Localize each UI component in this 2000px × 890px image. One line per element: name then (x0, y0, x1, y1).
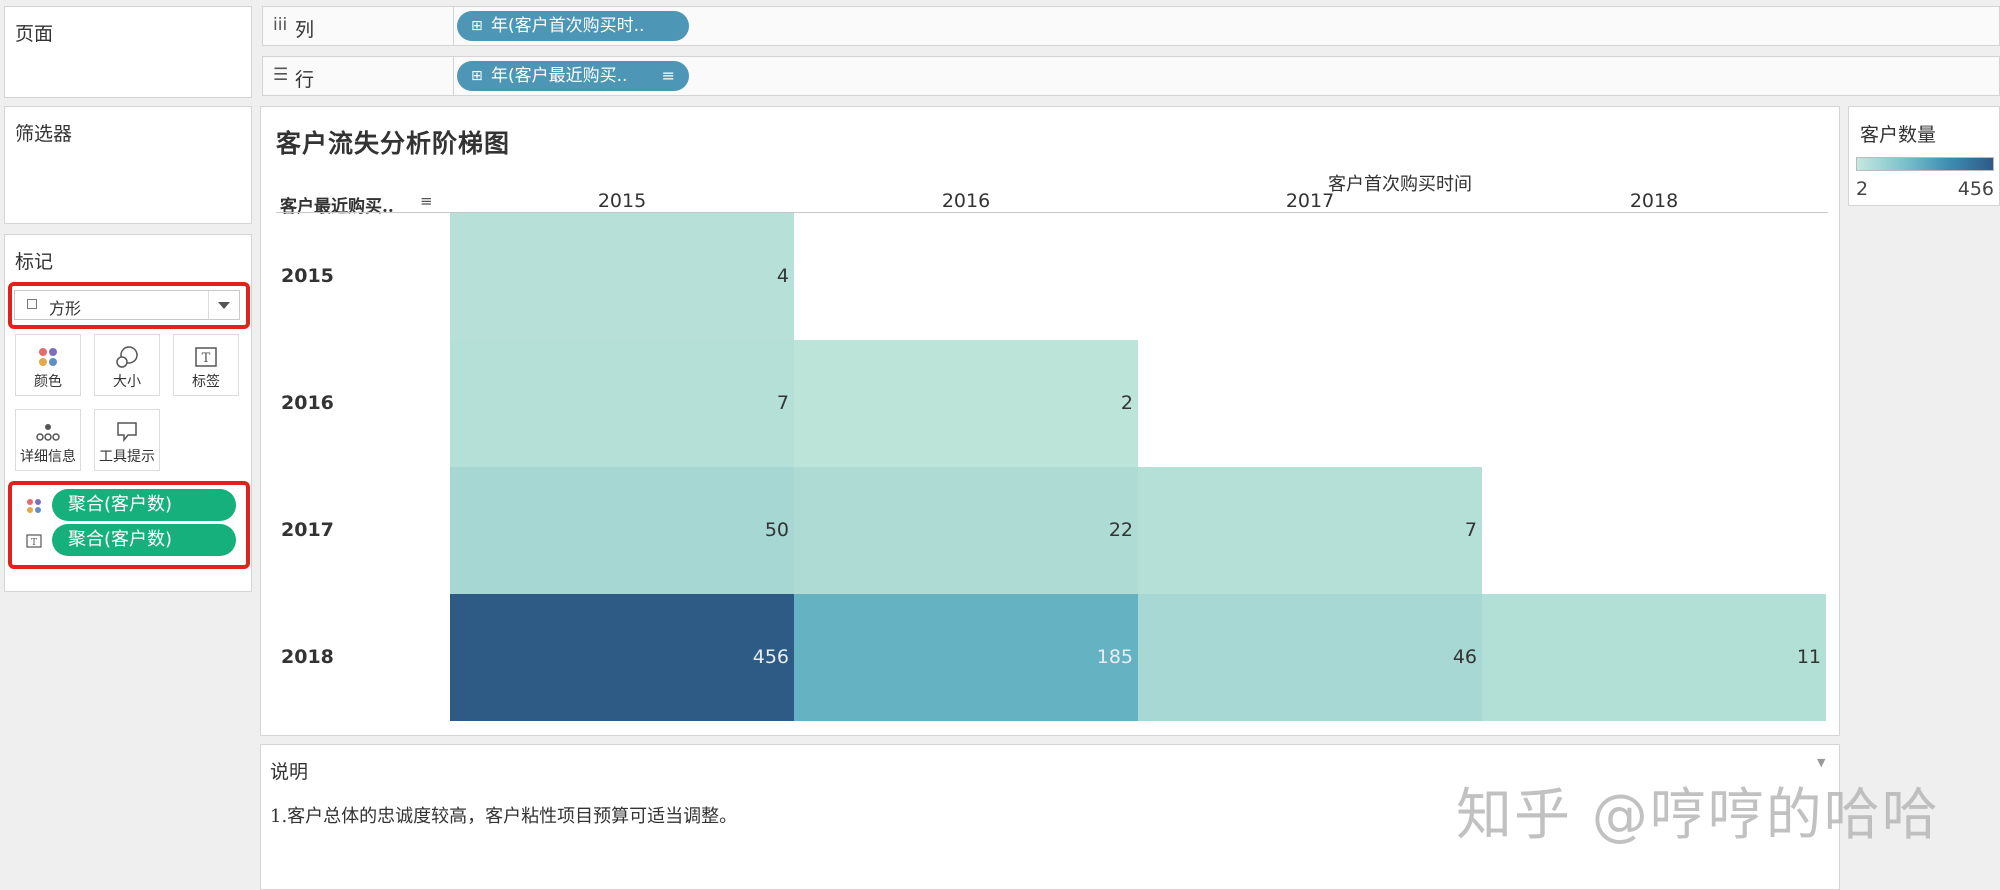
mark-type-dropdown[interactable]: 方形 (14, 290, 240, 320)
shelf-divider (453, 7, 454, 45)
filters-panel: 筛选器 (4, 106, 252, 224)
detail-button-label: 详细信息 (20, 449, 76, 465)
tooltip-button[interactable]: 工具提示 (94, 409, 160, 471)
columns-pill[interactable]: ⊞ 年(客户首次购买时.. (457, 11, 689, 41)
row-label: 2017 (281, 519, 334, 541)
column-label: 2015 (597, 190, 647, 212)
color-field-pill[interactable]: 聚合(客户数) (52, 489, 236, 521)
heatmap-cell[interactable]: 7 (1138, 467, 1482, 594)
chevron-down-icon[interactable]: ▼ (1817, 756, 1826, 769)
tooltip-button-label: 工具提示 (99, 449, 155, 465)
caption-title: 说明 (270, 761, 309, 783)
color-icon (26, 498, 42, 518)
heatmap-cell[interactable]: 2 (794, 340, 1138, 467)
size-button[interactable]: 大小 (94, 334, 160, 396)
cell-value: 7 (776, 392, 789, 414)
columns-label: 列 (295, 19, 315, 41)
columns-shelf[interactable]: iii 列 ⊞ 年(客户首次购买时.. (262, 6, 2000, 46)
chevron-down-icon[interactable] (208, 291, 239, 319)
mark-type-label: 方形 (49, 299, 82, 318)
heatmap-cell[interactable]: 7 (450, 340, 794, 467)
size-icon (95, 345, 159, 369)
pages-panel: 页面 (4, 6, 252, 98)
rows-shelf[interactable]: ☰ 行 ⊞ 年(客户最近购买.. ≡ (262, 56, 2000, 96)
color-button-label: 颜色 (34, 374, 62, 390)
detail-button[interactable]: 详细信息 (15, 409, 81, 471)
cell-value: 4 (776, 265, 789, 287)
rows-pill[interactable]: ⊞ 年(客户最近购买.. ≡ (457, 61, 689, 91)
cell-value: 185 (1096, 646, 1133, 668)
row-label: 2018 (281, 646, 334, 668)
cell-value: 2 (1120, 392, 1133, 414)
row-header-title[interactable]: 客户最近购买.. (280, 197, 394, 217)
cell-value: 7 (1464, 519, 1477, 541)
rows-pill-label: 年(客户最近购买.. (491, 66, 628, 86)
shelf-divider (453, 57, 454, 95)
highlight-fields (8, 481, 250, 569)
filters-title: 筛选器 (15, 123, 73, 145)
column-label: 2017 (1285, 190, 1335, 212)
expand-icon: ⊞ (471, 68, 483, 84)
legend-max: 456 (1957, 178, 1994, 200)
detail-icon (16, 420, 80, 444)
svg-text:T: T (202, 351, 211, 366)
column-label: 2018 (1629, 190, 1679, 212)
cell-value: 50 (764, 519, 789, 541)
legend-title: 客户数量 (1860, 124, 1937, 146)
color-legend-bar[interactable] (1856, 157, 1994, 171)
text-label-icon: T (174, 345, 238, 369)
row-label: 2015 (281, 265, 334, 287)
heatmap-cell[interactable]: 456 (450, 594, 794, 721)
header-divider (276, 212, 1828, 213)
sort-icon[interactable]: ≡ (420, 192, 433, 210)
cell-value: 46 (1452, 646, 1477, 668)
heatmap-cell[interactable]: 4 (450, 213, 794, 340)
color-button[interactable]: 颜色 (15, 334, 81, 396)
row-label: 2016 (281, 392, 334, 414)
highlight-mark-type (8, 282, 250, 329)
rows-label: 行 (295, 69, 315, 91)
column-label: 2016 (941, 190, 991, 212)
view-title: 客户流失分析阶梯图 (276, 129, 511, 158)
label-field-row[interactable]: T 聚合(客户数) (26, 524, 236, 556)
svg-text:T: T (31, 538, 37, 548)
tooltip-icon (95, 420, 159, 444)
cell-value: 22 (1108, 519, 1133, 541)
columns-icon: iii (273, 15, 288, 35)
label-field-pill[interactable]: 聚合(客户数) (52, 524, 236, 556)
legend-panel (1848, 106, 2000, 206)
rows-icon: ☰ (273, 65, 289, 85)
heatmap-cell[interactable]: 22 (794, 467, 1138, 594)
legend-min: 2 (1856, 178, 1869, 200)
heatmap-cell[interactable]: 50 (450, 467, 794, 594)
caption-text: 1.客户总体的忠诚度较高，客户粘性项目预算可适当调整。 (270, 806, 738, 827)
color-icon (16, 345, 80, 369)
heatmap-cell[interactable]: 185 (794, 594, 1138, 721)
heatmap-cell[interactable]: 46 (1138, 594, 1482, 721)
pages-title: 页面 (15, 23, 54, 45)
columns-pill-label: 年(客户首次购买时.. (491, 16, 645, 36)
watermark: 知乎 @哼哼的哈哈 (1456, 783, 1940, 848)
size-button-label: 大小 (113, 374, 141, 390)
column-header-title: 客户首次购买时间 (1328, 174, 1472, 195)
cell-value: 11 (1796, 646, 1821, 668)
label-button-label: 标签 (192, 374, 220, 390)
cell-value: 456 (752, 646, 789, 668)
label-button[interactable]: T 标签 (173, 334, 239, 396)
color-field-row[interactable]: 聚合(客户数) (26, 489, 236, 521)
sort-icon: ≡ (661, 66, 675, 85)
text-label-icon: T (26, 533, 42, 553)
square-mark-icon (27, 299, 37, 309)
marks-title: 标记 (15, 251, 54, 273)
expand-icon: ⊞ (471, 18, 483, 34)
heatmap-cell[interactable]: 11 (1482, 594, 1826, 721)
